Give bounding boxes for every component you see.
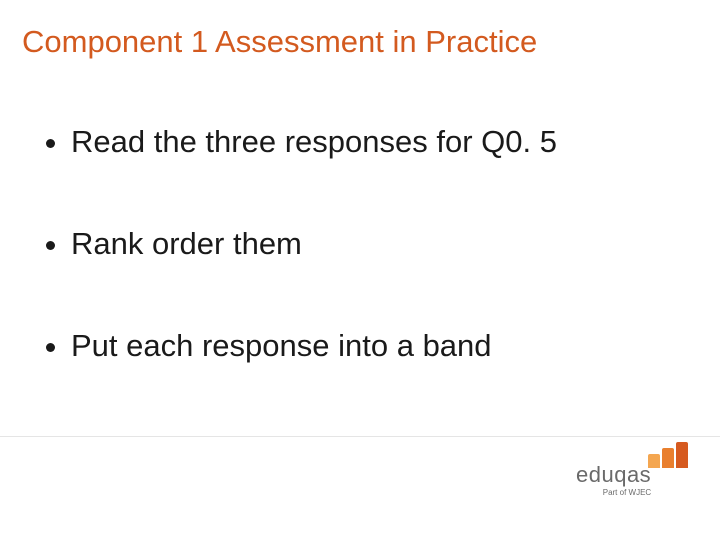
bullet-list: Read the three responses for Q0. 5 Rank … xyxy=(46,124,557,364)
bullet-text: Read the three responses for Q0. 5 xyxy=(71,124,557,160)
bullet-dot-icon xyxy=(46,241,55,250)
bullet-text: Rank order them xyxy=(71,226,302,262)
logo-word: eduqas xyxy=(576,462,651,488)
bullet-item: Put each response into a band xyxy=(46,328,557,364)
logo-bars-icon xyxy=(648,442,688,468)
logo-bar xyxy=(662,448,674,468)
bullet-dot-icon xyxy=(46,343,55,352)
logo-bar xyxy=(648,454,660,468)
bullet-item: Rank order them xyxy=(46,226,557,262)
logo-subtext: Part of WJEC xyxy=(576,488,651,497)
divider-line xyxy=(0,436,720,437)
bullet-item: Read the three responses for Q0. 5 xyxy=(46,124,557,160)
bullet-dot-icon xyxy=(46,139,55,148)
logo-bar xyxy=(676,442,688,468)
slide-title: Component 1 Assessment in Practice xyxy=(22,24,537,60)
slide: Component 1 Assessment in Practice Read … xyxy=(0,0,720,540)
brand-logo: eduqas Part of WJEC xyxy=(576,462,651,497)
bullet-text: Put each response into a band xyxy=(71,328,492,364)
